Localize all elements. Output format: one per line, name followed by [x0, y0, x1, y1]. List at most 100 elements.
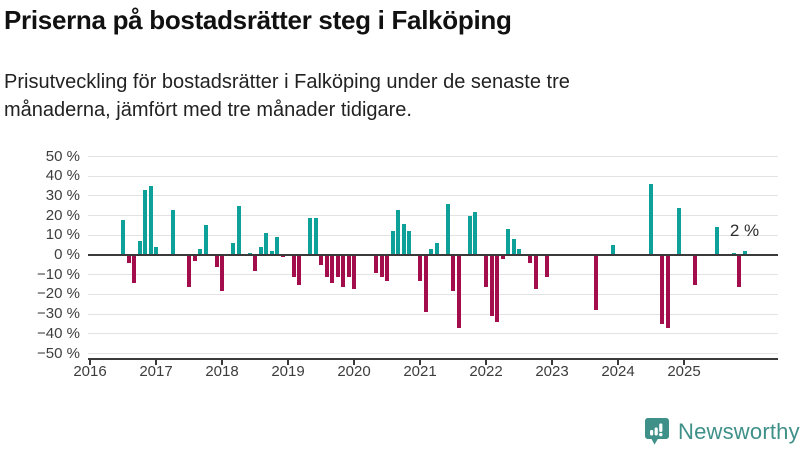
bar-2021-10: [467, 215, 472, 255]
bar-2019-09: [330, 255, 334, 283]
bar-2017-09: [198, 249, 202, 255]
bar-2025-03: [693, 255, 697, 285]
bar-2024-10: [665, 255, 670, 328]
bar-2017-12: [214, 255, 219, 267]
latest-value-annotation: 2 %: [729, 221, 760, 240]
bar-2017-10: [203, 225, 208, 255]
bar-2019-10: [335, 255, 340, 277]
bar-2017-07: [187, 255, 191, 287]
bar-2016-07: [121, 219, 125, 255]
bar-2025-12: [742, 251, 747, 255]
bar-2024-12: [676, 207, 681, 255]
x-axis-tick-label: 2022: [469, 363, 503, 380]
page-title: Priserna på bostadsrätter steg i Falköpi…: [4, 5, 512, 35]
bar-2019-12: [346, 255, 351, 277]
subtitle-line-1: Prisutveckling för bostadsrätter i Falkö…: [4, 71, 570, 93]
x-axis-tick-label: 2020: [337, 363, 371, 380]
x-axis-tick-2019: [287, 360, 289, 365]
y-axis-tick-label: −50 %: [37, 344, 80, 362]
gridline--10: [88, 274, 778, 276]
y-axis-tick-label: 50 %: [45, 147, 80, 165]
bar-2021-11: [473, 211, 477, 255]
bar-2018-07: [253, 255, 257, 271]
bar-2020-08: [390, 231, 395, 255]
bar-2021-06: [445, 203, 450, 255]
bar-2017-01: [154, 247, 158, 255]
bar-2022-10: [533, 255, 538, 289]
bar-2020-11: [407, 231, 411, 255]
y-axis-tick-label: 0 %: [54, 246, 80, 263]
subtitle-line-2: månaderna, jämfört med tre månader tidig…: [4, 99, 412, 121]
bar-2020-10: [401, 223, 406, 255]
bar-2020-07: [385, 255, 389, 281]
bar-2018-03: [231, 243, 235, 255]
bar-2022-12: [544, 255, 549, 277]
page-subtitle: Prisutveckling för bostadsrätter i Falkö…: [4, 68, 784, 124]
bar-2016-12: [148, 186, 153, 256]
bar-2023-12: [610, 245, 615, 255]
x-axis-tick-label: 2023: [535, 363, 569, 380]
bar-2019-07: [319, 255, 323, 265]
bar-2022-01: [484, 255, 488, 287]
gridline--30: [88, 313, 778, 315]
bar-2022-02: [489, 255, 494, 317]
bar-2019-08: [324, 255, 329, 277]
x-axis-tick-2021: [419, 360, 421, 365]
gridline-20: [88, 215, 778, 217]
bar-2018-11: [275, 237, 279, 255]
bar-2016-11: [143, 190, 147, 255]
x-axis-tick-2025: [683, 360, 685, 365]
bar-2017-08: [192, 255, 197, 261]
x-axis-tick-2024: [617, 360, 619, 365]
x-axis-tick-2022: [485, 360, 487, 365]
x-axis-tick-label: 2016: [73, 363, 107, 380]
x-axis-tick-label: 2025: [667, 363, 701, 380]
bar-2022-03: [495, 255, 499, 322]
x-axis-tick-2023: [551, 360, 553, 365]
y-axis-tick-label: −40 %: [37, 324, 80, 342]
bar-2021-07: [451, 255, 455, 291]
bar-2016-09: [132, 255, 136, 283]
newsworthy-bubble-chart-icon: [645, 418, 669, 446]
gridline--20: [88, 293, 778, 295]
x-axis-tick-label: 2019: [271, 363, 305, 380]
gridline-10: [88, 234, 778, 236]
bar-2019-05: [308, 217, 312, 255]
bar-2018-12: [280, 255, 285, 257]
bar-2022-06: [511, 239, 516, 255]
bar-2021-03: [429, 249, 433, 255]
bar-2018-01: [220, 255, 224, 291]
bar-2021-01: [418, 255, 422, 281]
bar-2019-03: [297, 255, 301, 285]
x-axis-tick-2018: [221, 360, 223, 365]
bar-2025-11: [737, 255, 741, 287]
x-axis-line: [88, 358, 778, 360]
bar-2022-07: [517, 249, 521, 255]
bar-2025-07: [715, 227, 719, 255]
zero-axis-line: [88, 254, 778, 256]
bar-2018-09: [264, 233, 268, 255]
y-axis-tick-label: 10 %: [45, 226, 80, 244]
bar-2020-09: [396, 209, 400, 255]
gridline--40: [88, 333, 778, 335]
newsworthy-wordmark: Newsworthy: [678, 419, 800, 444]
x-axis-tick-2016: [89, 360, 91, 365]
x-axis-tick-label: 2017: [139, 363, 173, 380]
bar-2020-05: [374, 255, 378, 273]
bar-2019-02: [291, 255, 296, 277]
y-axis-tick-label: 40 %: [45, 167, 80, 185]
gridline-30: [88, 195, 778, 197]
gridline-40: [88, 175, 778, 177]
bar-2024-07: [649, 184, 653, 255]
newsworthy-logo: Newsworthy: [645, 416, 800, 448]
bar-2018-10: [269, 251, 274, 255]
bar-2024-09: [660, 255, 664, 324]
gridline--50: [88, 353, 778, 354]
x-axis-tick-2020: [353, 360, 355, 365]
bar-2022-05: [506, 229, 510, 255]
bar-2021-04: [434, 243, 439, 255]
bar-2022-09: [528, 255, 532, 263]
y-axis-tick-label: −10 %: [37, 265, 80, 283]
